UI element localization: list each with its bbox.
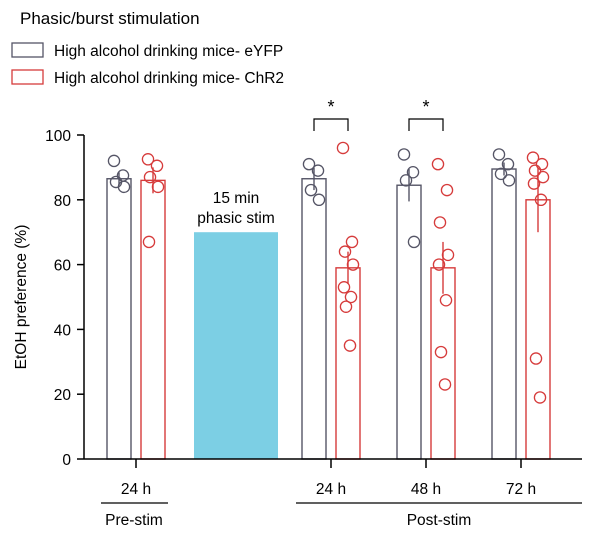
point-eyfp	[407, 235, 421, 249]
significance-star: *	[422, 97, 429, 117]
x-tick-label: 48 h	[411, 481, 441, 498]
y-tick-label: 0	[62, 452, 71, 469]
point-chr2	[344, 290, 358, 304]
y-tick-label: 40	[54, 322, 72, 339]
point-eyfp	[502, 174, 516, 187]
point-chr2	[529, 352, 543, 365]
bar-eyfp	[106, 178, 132, 460]
significance-star: *	[327, 97, 334, 117]
section-label-post: Post-stim	[407, 512, 472, 529]
point-eyfp	[494, 167, 508, 181]
x-tick-label: 24 h	[316, 481, 346, 498]
point-chr2	[338, 245, 352, 258]
point-eyfp	[302, 157, 316, 171]
point-chr2	[438, 378, 452, 391]
data-points	[107, 141, 550, 404]
bar-chr2	[140, 179, 166, 460]
point-eyfp	[311, 164, 325, 177]
error-bars	[118, 162, 539, 294]
point-eyfp	[107, 154, 121, 168]
point-chr2	[143, 170, 157, 184]
bar-eyfp	[491, 168, 517, 460]
x-tick-label: 72 h	[506, 481, 536, 498]
bar-eyfp	[301, 178, 327, 460]
point-chr2	[142, 235, 156, 249]
x-axis: 24 h 24 h 48 h 72 h Pre-stim Post-stim	[84, 458, 582, 529]
point-chr2	[337, 281, 351, 294]
stim-block-bar	[194, 232, 278, 459]
point-chr2	[151, 180, 165, 194]
y-axis-label: EtOH preference (%)	[13, 225, 30, 370]
point-chr2	[141, 153, 155, 166]
point-chr2	[339, 300, 353, 313]
point-chr2	[432, 258, 446, 271]
stim-block-label-line2: phasic stim	[197, 210, 275, 227]
significance-bracket	[408, 118, 444, 131]
y-tick-label: 100	[45, 128, 71, 145]
point-chr2	[441, 248, 455, 262]
y-tick-label: 60	[54, 258, 72, 275]
legend-label-chr2: High alcohol drinking mice- ChR2	[54, 70, 284, 87]
point-chr2	[439, 293, 453, 307]
section-label-pre: Pre-stim	[105, 512, 163, 529]
x-tick-label: 24 h	[121, 481, 151, 498]
y-axis: 0 20 40 60 80 100	[45, 128, 85, 469]
point-chr2	[533, 391, 547, 404]
point-chr2	[527, 177, 541, 190]
point-chr2	[343, 339, 357, 352]
point-eyfp	[399, 174, 413, 187]
y-tick-label: 20	[54, 387, 72, 404]
point-eyfp	[492, 148, 506, 161]
point-chr2	[433, 216, 447, 229]
point-chr2	[526, 151, 540, 164]
legend-swatch-eyfp	[11, 42, 44, 58]
point-chr2	[434, 345, 448, 359]
point-chr2	[150, 159, 164, 173]
y-tick-label: 80	[54, 193, 72, 210]
stim-block-label-line1: 15 min	[213, 190, 260, 207]
point-eyfp	[312, 193, 326, 207]
legend-swatch-chr2	[11, 69, 44, 85]
legend-label-eyfp: High alcohol drinking mice- eYFP	[54, 43, 283, 60]
stim-block: 15 min phasic stim	[194, 190, 278, 459]
point-chr2	[440, 183, 454, 197]
point-chr2	[535, 157, 549, 171]
point-chr2	[336, 141, 350, 155]
significance-bracket	[313, 118, 349, 131]
bar-chr2	[430, 267, 456, 460]
point-chr2	[528, 164, 542, 177]
point-eyfp	[117, 180, 131, 194]
point-chr2	[534, 193, 548, 207]
chart-title: Phasic/burst stimulation	[20, 9, 200, 28]
bar-chr2	[525, 199, 551, 460]
legend: High alcohol drinking mice- eYFP High al…	[11, 42, 284, 87]
bars	[106, 168, 551, 460]
bar-eyfp	[396, 184, 422, 460]
point-eyfp	[397, 148, 411, 161]
point-eyfp	[406, 166, 420, 179]
point-eyfp	[501, 157, 515, 171]
point-chr2	[431, 157, 445, 171]
point-eyfp	[304, 183, 318, 197]
point-chr2	[345, 235, 359, 249]
significance-markers: * *	[313, 97, 444, 131]
